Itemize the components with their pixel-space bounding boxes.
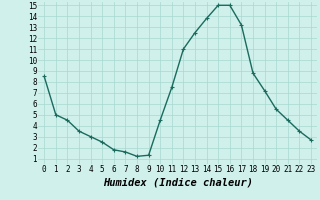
X-axis label: Humidex (Indice chaleur): Humidex (Indice chaleur) [103,177,252,187]
